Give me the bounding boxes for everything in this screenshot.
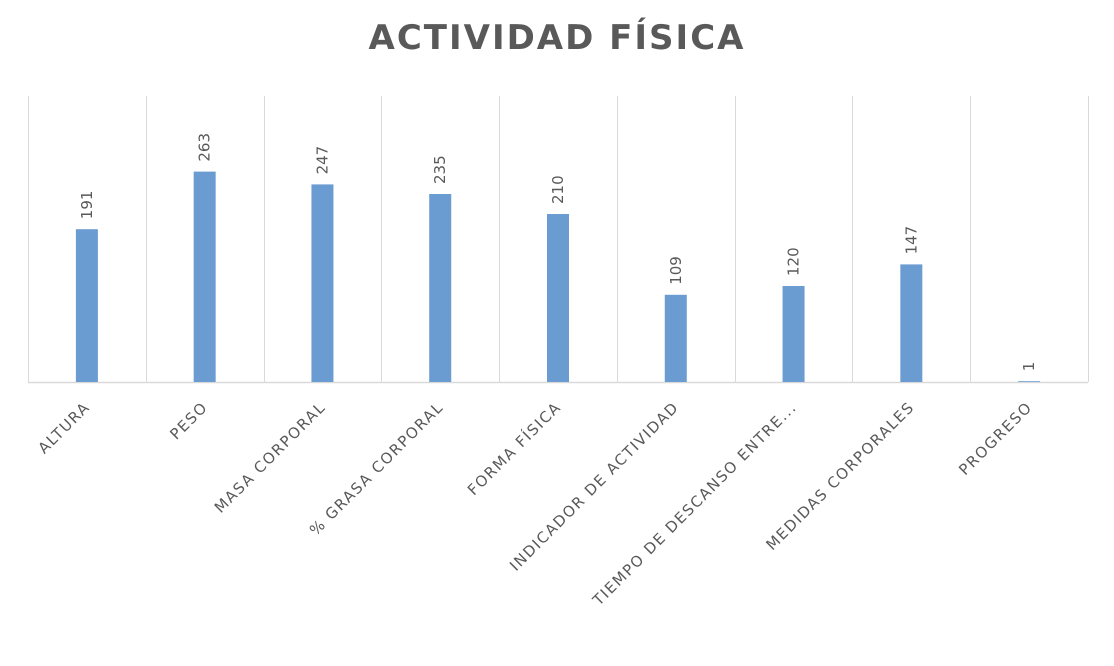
data-label-6: 109	[667, 256, 685, 285]
bar-layer	[75, 171, 1041, 382]
bar-3	[311, 184, 334, 382]
data-label-1: 191	[78, 191, 96, 220]
category-label-layer: ALTURA PESO MASA CORPORAL% GRASA CORPORAL F…	[34, 397, 1035, 610]
category-label-1: ALTURA	[34, 398, 93, 457]
grid-layer	[28, 96, 1089, 384]
data-label-4: 235	[431, 155, 449, 184]
bar-8	[900, 264, 923, 382]
data-label-7: 120	[785, 247, 803, 276]
bar-4	[429, 194, 452, 382]
data-label-8: 147	[902, 226, 920, 255]
bar-6	[664, 294, 687, 382]
bar-2	[193, 171, 216, 382]
data-label-3: 247	[313, 146, 331, 175]
category-label-5: FORMA FÍSICA	[463, 397, 565, 499]
bar-1	[75, 229, 98, 382]
chart-title: ACTIVIDAD FÍSICA	[368, 18, 746, 58]
category-label-2: PESO	[166, 398, 211, 443]
category-label-3: MASA CORPORAL	[211, 398, 329, 516]
bar-7	[782, 286, 805, 382]
bar-9	[1018, 381, 1041, 382]
category-label-4: % GRASA CORPORAL	[306, 398, 447, 539]
data-label-layer: 191 263 247 235 210 109 120 147 1	[78, 133, 1038, 371]
data-label-9: 1	[1020, 362, 1038, 372]
bar-5	[547, 214, 569, 382]
category-label-7: TIEMPO DE DESCANSO ENTRE...	[589, 398, 801, 610]
data-label-5: 210	[549, 175, 567, 204]
data-label-2: 263	[196, 133, 214, 162]
category-label-9: PROGRESO	[955, 398, 1036, 479]
